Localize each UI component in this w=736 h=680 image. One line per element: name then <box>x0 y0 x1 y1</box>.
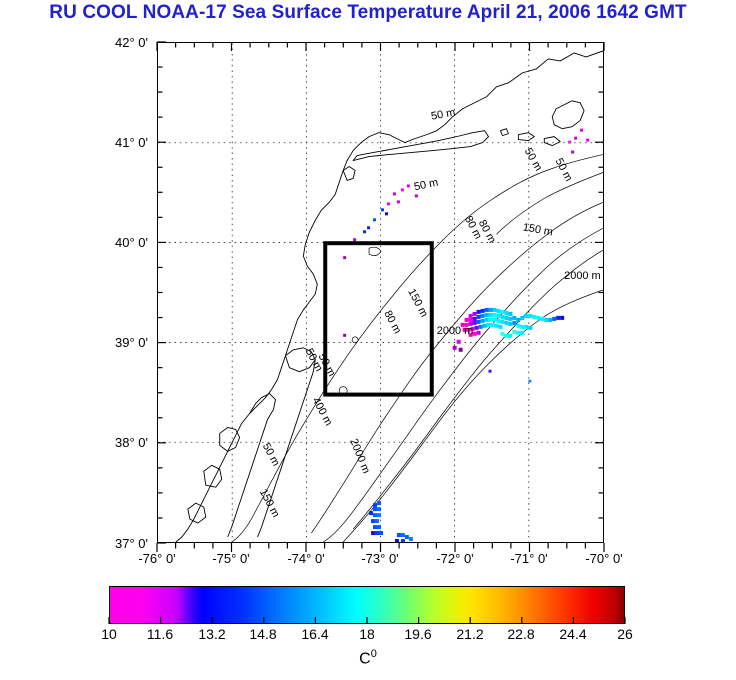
contour-label: 400 m <box>310 395 335 427</box>
y-tick-label: 40° 0' <box>115 235 148 250</box>
contour-label-layer: 50 m 50 m 50 m 50 m 80 m 80 m 150 m 2000… <box>257 107 601 520</box>
figure-title: RU COOL NOAA-17 Sea Surface Temperature … <box>49 2 687 23</box>
contour-label: 150 m <box>522 221 554 238</box>
x-tick-label: -74° 0' <box>287 551 325 566</box>
y-tick-label: 41° 0' <box>115 135 148 150</box>
colorbar-tick-label: 21.2 <box>456 626 484 642</box>
y-tick-label: 38° 0' <box>115 435 148 450</box>
x-tick-label: -75° 0' <box>212 551 250 566</box>
colorbar-unit-label: C0 <box>0 648 736 668</box>
contour-label: 50 m <box>553 156 575 183</box>
x-tick-label: -70° 0' <box>585 551 623 566</box>
colorbar-tick-label: 11.6 <box>146 626 174 642</box>
colorbar <box>109 586 625 624</box>
contour-label: 2000 m <box>564 270 600 282</box>
colorbar-unit-degree: 0 <box>370 648 377 660</box>
graticule-grid <box>158 43 603 542</box>
contour-label: 150 m <box>405 287 430 319</box>
colorbar-tick-label: 18 <box>359 626 375 642</box>
map-plot-area: 50 m 50 m 50 m 50 m 80 m 80 m 150 m 2000… <box>157 42 604 543</box>
contour-label: 50 m <box>260 441 282 468</box>
colorbar-tick-label: 14.8 <box>249 626 277 642</box>
contour-label: 50 m <box>413 177 439 194</box>
coastline-layer <box>175 50 603 542</box>
bathymetry-contours <box>231 154 603 542</box>
y-tick-label: 42° 0' <box>115 35 148 50</box>
colorbar-tick-label: 24.4 <box>559 626 587 642</box>
contour-label: 2000 m <box>437 325 473 337</box>
colorbar-tick-label: 13.2 <box>198 626 226 642</box>
y-tick-label: 39° 0' <box>115 335 148 350</box>
colorbar-unit-letter: C <box>359 650 371 668</box>
x-tick-label: -76° 0' <box>138 551 176 566</box>
x-tick-label: -72° 0' <box>436 551 474 566</box>
colorbar-tick-label: 22.8 <box>507 626 535 642</box>
map-canvas: 50 m 50 m 50 m 50 m 80 m 80 m 150 m 2000… <box>158 43 603 542</box>
contour-label: 150 m <box>257 487 282 519</box>
contour-label: 80 m <box>381 309 403 336</box>
contour-label: 50 m <box>430 107 456 123</box>
colorbar-tick-label: 26 <box>617 626 633 642</box>
colorbar-tick-label: 16.4 <box>301 626 329 642</box>
y-tick-label: 37° 0' <box>115 536 148 551</box>
study-area-box[interactable] <box>323 241 434 397</box>
sst-data-pixels <box>343 128 590 542</box>
x-tick-label: -71° 0' <box>510 551 548 566</box>
contour-label: 50 m <box>522 146 545 173</box>
x-tick-label: -73° 0' <box>361 551 399 566</box>
colorbar-tick-label: 19.6 <box>404 626 432 642</box>
colorbar-tick-label: 10 <box>101 626 117 642</box>
